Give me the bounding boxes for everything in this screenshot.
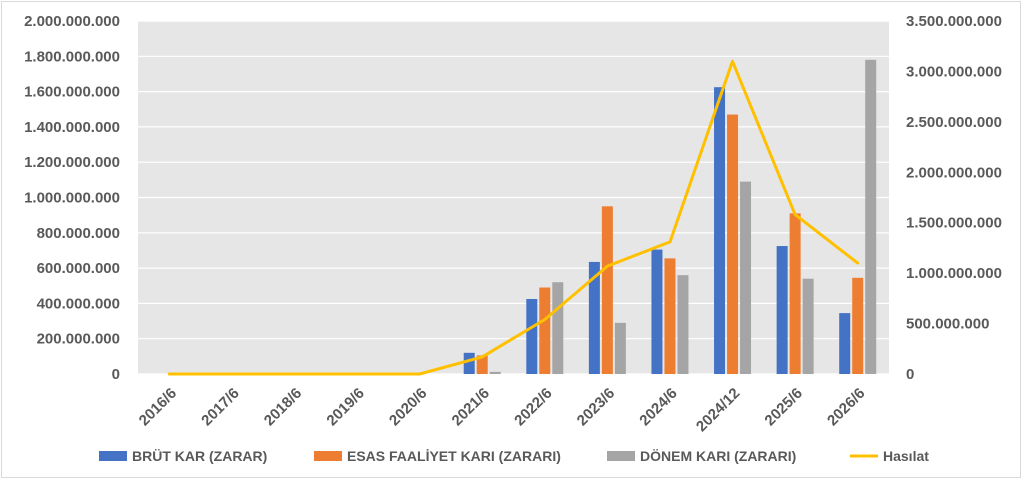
right-axis-tick-label: 0: [906, 366, 914, 383]
legend-label: BRÜT KAR (ZARAR): [132, 448, 267, 464]
bar: [601, 206, 613, 374]
x-axis-tick-label: 2026/6: [824, 385, 868, 429]
bar: [789, 213, 801, 374]
legend-swatch: [607, 451, 635, 461]
right-axis-tick-label: 3.000.000.000: [906, 63, 1002, 80]
left-axis-tick-label: 1.600.000.000: [24, 84, 120, 101]
legend-swatch: [99, 451, 127, 461]
bar: [839, 313, 851, 374]
x-axis-tick-label: 2021/6: [449, 385, 493, 429]
bar: [588, 261, 600, 374]
left-axis-tick-label: 0: [112, 366, 120, 383]
right-axis-tick-label: 500.000.000: [906, 316, 989, 333]
legend-label: DÖNEM KARI (ZARARI): [640, 448, 796, 464]
right-axis-tick-label: 2.000.000.000: [906, 164, 1002, 181]
legend-swatch: [314, 451, 342, 461]
left-axis-tick-label: 800.000.000: [37, 225, 120, 242]
x-axis-tick-label: 2017/6: [198, 385, 242, 429]
x-axis-tick-label: 2025/6: [761, 385, 805, 429]
legend: BRÜT KAR (ZARAR) ESAS FAALİYET KARI (ZARA…: [99, 448, 929, 464]
bar: [740, 181, 752, 374]
bar: [776, 246, 788, 374]
bar: [714, 87, 726, 374]
left-axis-ticks: 0 200.000.000 400.000.000 600.000.000 800.00…: [24, 13, 120, 383]
bar: [526, 298, 538, 374]
left-axis-tick-label: 2.000.000.000: [24, 13, 120, 30]
bar: [614, 322, 626, 374]
left-axis-tick-label: 1.000.000.000: [24, 190, 120, 207]
line-series-group: [167, 59, 860, 376]
left-axis-tick-label: 200.000.000: [37, 331, 120, 348]
bar-series-group: [463, 59, 877, 375]
left-axis-tick-label: 1.800.000.000: [24, 48, 120, 65]
legend-label: ESAS FAALİYET KARI (ZARARI): [347, 448, 561, 464]
bar: [463, 352, 475, 374]
left-axis-tick-label: 400.000.000: [37, 295, 120, 312]
left-axis-tick-label: 1.200.000.000: [24, 154, 120, 171]
bar: [539, 287, 551, 374]
bar: [489, 371, 501, 374]
x-axis-tick-label: 2018/6: [261, 385, 305, 429]
x-axis-tick-label: 2024/12: [693, 385, 743, 435]
line-series: [167, 59, 860, 376]
bar: [865, 59, 877, 375]
bar: [664, 258, 676, 374]
x-axis-tick-label: 2022/6: [511, 385, 555, 429]
x-axis-tick-label: 2020/6: [386, 385, 430, 429]
x-axis-tick-label: 2019/6: [323, 385, 367, 429]
x-axis-tick-label: 2024/6: [636, 385, 680, 429]
bar: [677, 275, 689, 374]
legend-label: Hasılat: [883, 448, 929, 464]
right-axis-tick-label: 1.500.000.000: [906, 215, 1002, 232]
bar: [651, 249, 663, 374]
x-axis-ticks: 2016/6 2017/6 2018/6 2019/6 2020/6 2021/6 2022…: [136, 385, 869, 435]
right-axis-tick-label: 2.500.000.000: [906, 114, 1002, 131]
bar: [552, 282, 564, 374]
right-axis-ticks: 0 500.000.000 1.000.000.000 1.500.000.000 2.…: [906, 13, 1002, 383]
right-axis-tick-label: 1.000.000.000: [906, 265, 1002, 282]
bar: [727, 114, 739, 375]
left-axis-tick-label: 600.000.000: [37, 260, 120, 277]
bar: [476, 355, 488, 374]
bar: [852, 277, 864, 374]
right-axis-tick-label: 3.500.000.000: [906, 13, 1002, 30]
bar: [802, 278, 814, 374]
x-axis-tick-label: 2023/6: [574, 385, 618, 429]
x-axis-tick-label: 2016/6: [136, 385, 180, 429]
left-axis-tick-label: 1.400.000.000: [24, 119, 120, 136]
